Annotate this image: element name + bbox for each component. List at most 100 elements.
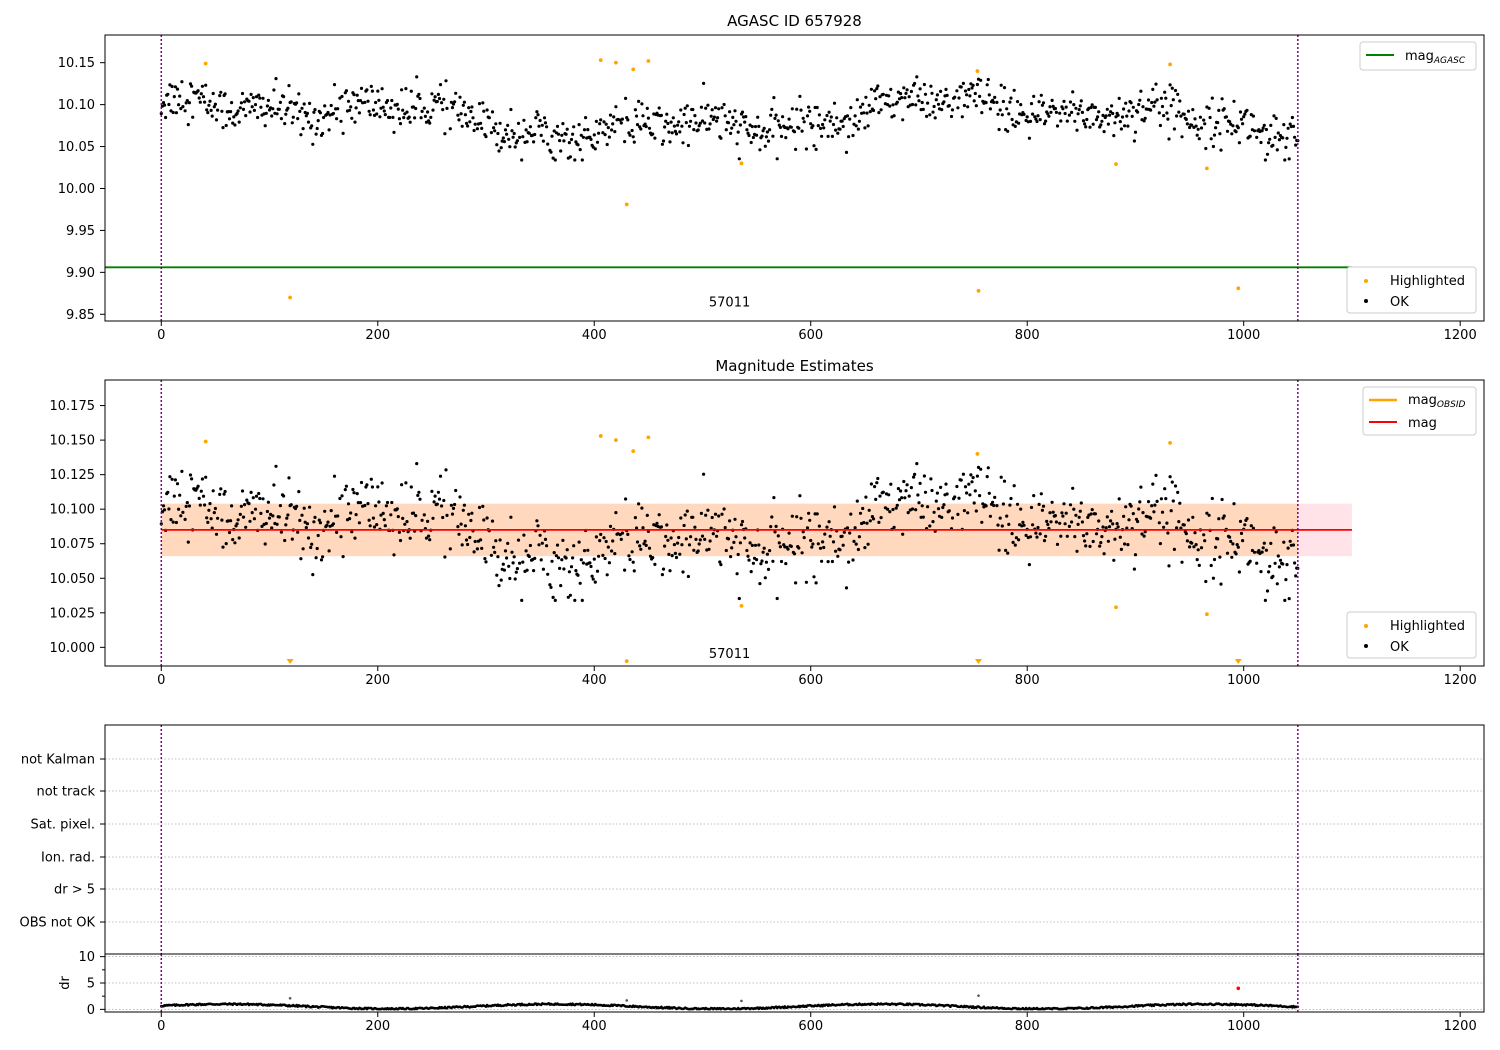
- ok-point: [314, 556, 318, 560]
- ok-point: [384, 504, 388, 508]
- ok-point: [931, 110, 935, 114]
- ok-point: [715, 534, 719, 538]
- ok-point: [869, 87, 874, 91]
- ok-point: [366, 99, 370, 103]
- ok-point: [1157, 111, 1161, 115]
- ok-point: [1017, 538, 1021, 542]
- ok-point: [1212, 557, 1217, 562]
- ok-point: [821, 540, 825, 544]
- ok-point: [253, 103, 258, 107]
- ok-point: [358, 501, 363, 505]
- ok-point: [605, 573, 609, 577]
- ok-point: [1143, 530, 1147, 534]
- ok-point: [1041, 504, 1046, 508]
- ok-point: [684, 537, 688, 541]
- ok-point: [722, 507, 726, 511]
- ok-point: [275, 112, 279, 116]
- ok-point: [1160, 510, 1165, 514]
- ok-point: [729, 555, 733, 559]
- ok-point: [1131, 105, 1135, 109]
- ok-point: [411, 511, 416, 515]
- ok-point: [379, 513, 383, 517]
- ok-point: [942, 503, 946, 507]
- ok-point: [190, 84, 194, 88]
- ok-point: [495, 573, 499, 577]
- ok-point: [1041, 101, 1046, 105]
- ok-point: [1050, 500, 1054, 504]
- ok-point: [1109, 519, 1113, 523]
- ok-point: [496, 131, 500, 136]
- ok-point: [493, 550, 497, 555]
- ok-point: [1124, 505, 1128, 509]
- ok-point: [814, 147, 818, 151]
- ok-point: [321, 131, 325, 136]
- ok-point: [1225, 129, 1230, 133]
- ok-point: [881, 92, 885, 96]
- ok-point: [620, 531, 625, 535]
- ok-point: [645, 513, 649, 518]
- ok-point: [933, 116, 937, 120]
- ok-point: [1105, 107, 1109, 111]
- ok-point: [408, 120, 412, 124]
- ok-point: [1074, 106, 1078, 110]
- ok-point: [578, 148, 582, 152]
- ok-point: [696, 549, 700, 553]
- ok-point: [1260, 550, 1264, 554]
- ok-point: [552, 551, 556, 555]
- ok-point: [203, 503, 207, 507]
- ok-point: [449, 100, 453, 104]
- ok-point: [826, 560, 830, 564]
- ok-point: [852, 122, 856, 126]
- ok-point: [775, 596, 779, 601]
- mid-xtick-label: 0: [157, 673, 165, 688]
- ok-point: [1042, 539, 1047, 543]
- ok-point: [535, 519, 539, 523]
- top-ytick-label: 10.05: [58, 140, 95, 155]
- ok-point: [619, 537, 623, 542]
- ok-point: [466, 124, 470, 128]
- ok-point: [1272, 114, 1276, 118]
- ok-point: [815, 512, 819, 516]
- ok-point: [1002, 86, 1007, 90]
- ok-point: [572, 125, 576, 129]
- ok-point: [857, 119, 862, 123]
- ok-point: [558, 566, 562, 571]
- ok-point: [365, 483, 369, 487]
- ok-point: [1210, 96, 1214, 100]
- ok-point: [1283, 598, 1287, 603]
- top-title: AGASC ID 657928: [727, 12, 862, 30]
- ok-point: [1099, 541, 1103, 545]
- ok-point: [166, 490, 170, 494]
- ok-point: [856, 127, 861, 131]
- ok-point: [864, 495, 868, 499]
- ok-point: [602, 120, 606, 124]
- ok-point: [1168, 83, 1172, 87]
- ok-point: [914, 508, 918, 512]
- ok-point: [1146, 500, 1151, 504]
- ok-point: [161, 101, 166, 105]
- ok-point: [828, 119, 832, 123]
- ok-point: [1006, 129, 1010, 133]
- ok-point: [169, 518, 173, 522]
- ok-point: [198, 100, 202, 104]
- ok-point: [576, 573, 580, 577]
- ok-point: [205, 108, 209, 112]
- ok-point: [565, 127, 569, 131]
- ok-point: [1076, 112, 1080, 116]
- ok-point: [970, 480, 974, 484]
- ok-point: [574, 569, 578, 573]
- ok-point: [352, 93, 356, 97]
- ok-point: [1019, 507, 1023, 511]
- ok-point: [902, 86, 906, 90]
- ok-point: [299, 557, 303, 561]
- ok-point: [1293, 561, 1297, 565]
- ok-point: [1138, 98, 1142, 102]
- ok-point: [886, 507, 890, 511]
- ok-point: [567, 570, 572, 574]
- ok-point: [669, 536, 673, 540]
- ok-point: [463, 113, 467, 117]
- ok-point: [206, 520, 210, 525]
- ok-point: [581, 135, 586, 139]
- ok-point: [980, 520, 984, 524]
- ok-point: [993, 495, 997, 499]
